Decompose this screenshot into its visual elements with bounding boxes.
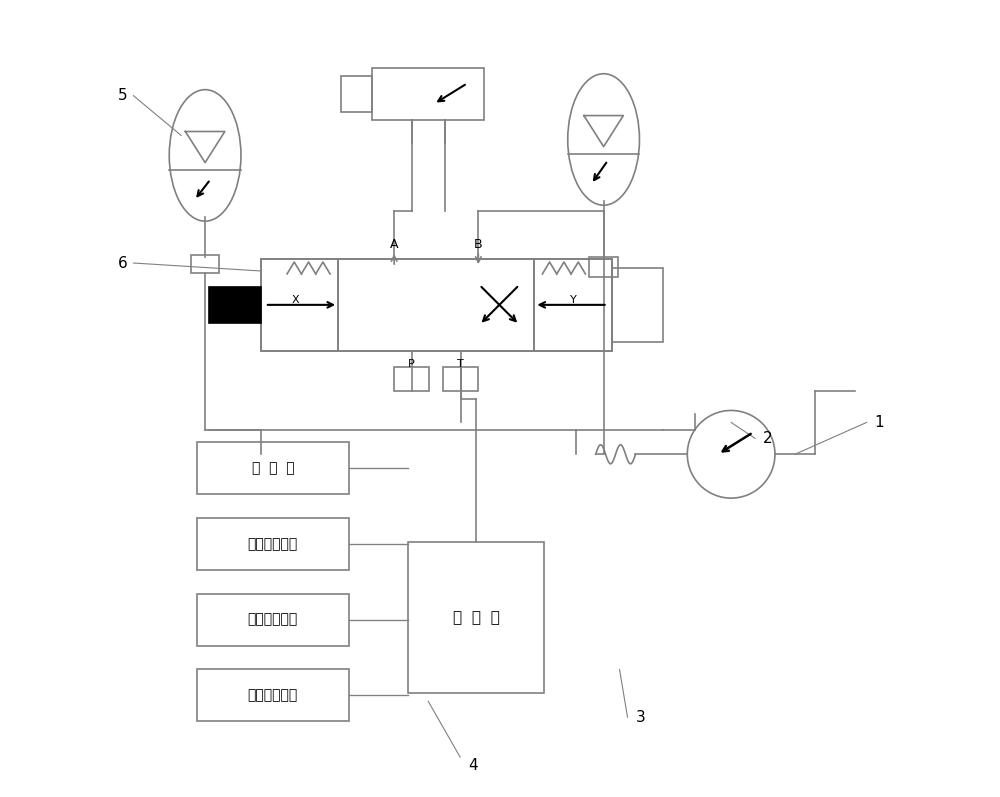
Text: 第一油电开关: 第一油电开关 (248, 537, 298, 551)
Bar (394, 367, 429, 391)
Bar (408, 542, 544, 693)
Bar (341, 76, 372, 112)
Bar (338, 259, 534, 351)
Bar (197, 669, 349, 721)
Text: X: X (292, 295, 300, 305)
Text: 第三油电开关: 第三油电开关 (248, 689, 298, 702)
Text: 5: 5 (117, 88, 127, 103)
Text: Y: Y (570, 295, 576, 305)
Bar (197, 518, 349, 570)
Text: 第二油电开关: 第二油电开关 (248, 613, 298, 626)
Bar (534, 259, 612, 351)
Text: B: B (474, 238, 483, 251)
Text: 2: 2 (763, 431, 773, 446)
Text: 传  感  器: 传 感 器 (252, 461, 294, 475)
Text: P: P (408, 359, 415, 369)
Bar (261, 259, 612, 351)
Text: T: T (457, 359, 464, 369)
Text: A: A (390, 238, 398, 251)
Bar (612, 269, 663, 341)
Text: 4: 4 (468, 758, 478, 772)
Text: 6: 6 (117, 256, 127, 270)
Bar (197, 594, 349, 646)
Bar (209, 286, 261, 324)
Bar (589, 257, 618, 277)
Text: 3: 3 (635, 710, 645, 724)
Bar (197, 442, 349, 494)
Bar (372, 68, 484, 120)
Text: 控  制  器: 控 制 器 (453, 611, 500, 625)
Bar (443, 367, 478, 391)
Bar (261, 259, 338, 351)
Bar (191, 256, 219, 273)
Text: 1: 1 (875, 415, 884, 430)
